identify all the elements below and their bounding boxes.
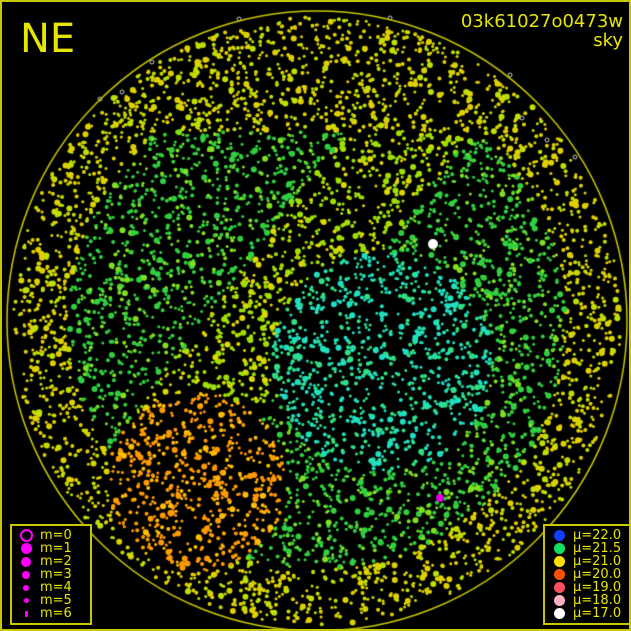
brightness-legend-item: μ=22.0 xyxy=(551,528,629,543)
magnitude-legend-item: m=6 xyxy=(18,606,84,621)
direction-label: NE xyxy=(20,16,76,62)
magnitude-label: m=4 xyxy=(40,580,72,595)
magnitude-dot-icon xyxy=(18,529,34,542)
brightness-label: μ=20.0 xyxy=(573,567,622,582)
brightness-label: μ=17.0 xyxy=(573,606,622,621)
magnitude-legend: m=0 m=1 m=2 m=3 m=4 m=5 m=6 xyxy=(10,524,92,625)
color-dot-icon xyxy=(551,543,567,554)
frame-info: 03k61027o0473w sky xyxy=(461,12,623,50)
brightness-label: μ=19.0 xyxy=(573,580,622,595)
brightness-legend-item: μ=18.0 xyxy=(551,593,629,608)
magnitude-dot-icon xyxy=(18,570,34,579)
brightness-label: μ=21.0 xyxy=(573,554,622,569)
magnitude-dot-icon xyxy=(18,610,34,617)
frame-id: 03k61027o0473w xyxy=(460,11,623,32)
color-dot-icon xyxy=(551,556,567,567)
magnitude-dot-icon xyxy=(18,584,34,591)
brightness-label: μ=18.0 xyxy=(573,593,622,608)
brightness-legend-item: μ=21.0 xyxy=(551,554,629,569)
color-dot-icon xyxy=(551,569,567,580)
magnitude-legend-item: m=4 xyxy=(18,580,84,595)
magnitude-label: m=1 xyxy=(40,541,72,556)
brightness-label: μ=21.5 xyxy=(573,541,622,556)
magnitude-legend-item: m=1 xyxy=(18,541,84,556)
magnitude-dot-icon xyxy=(18,598,34,603)
magnitude-label: m=0 xyxy=(40,528,72,543)
magnitude-label: m=5 xyxy=(40,593,72,608)
magnitude-dot-icon xyxy=(18,543,34,554)
magnitude-legend-item: m=0 xyxy=(18,528,84,543)
magnitude-legend-item: m=5 xyxy=(18,593,84,608)
brightness-legend-item: μ=17.0 xyxy=(551,606,629,621)
brightness-legend-item: μ=20.0 xyxy=(551,567,629,582)
brightness-legend: μ=22.0 μ=21.5 μ=21.0 μ=20.0 μ=19.0 μ=18.0 μ=17… xyxy=(543,524,629,625)
color-dot-icon xyxy=(551,608,567,619)
magnitude-dot-icon xyxy=(18,556,34,567)
brightness-legend-item: μ=19.0 xyxy=(551,580,629,595)
color-dot-icon xyxy=(551,595,567,606)
brightness-label: μ=22.0 xyxy=(573,528,622,543)
magnitude-legend-item: m=2 xyxy=(18,554,84,569)
magnitude-label: m=6 xyxy=(40,606,72,621)
magnitude-label: m=2 xyxy=(40,554,72,569)
brightness-legend-item: μ=21.5 xyxy=(551,541,629,556)
color-dot-icon xyxy=(551,530,567,541)
mode-label: sky xyxy=(593,30,623,51)
magnitude-legend-item: m=3 xyxy=(18,567,84,582)
magnitude-label: m=3 xyxy=(40,567,72,582)
color-dot-icon xyxy=(551,582,567,593)
